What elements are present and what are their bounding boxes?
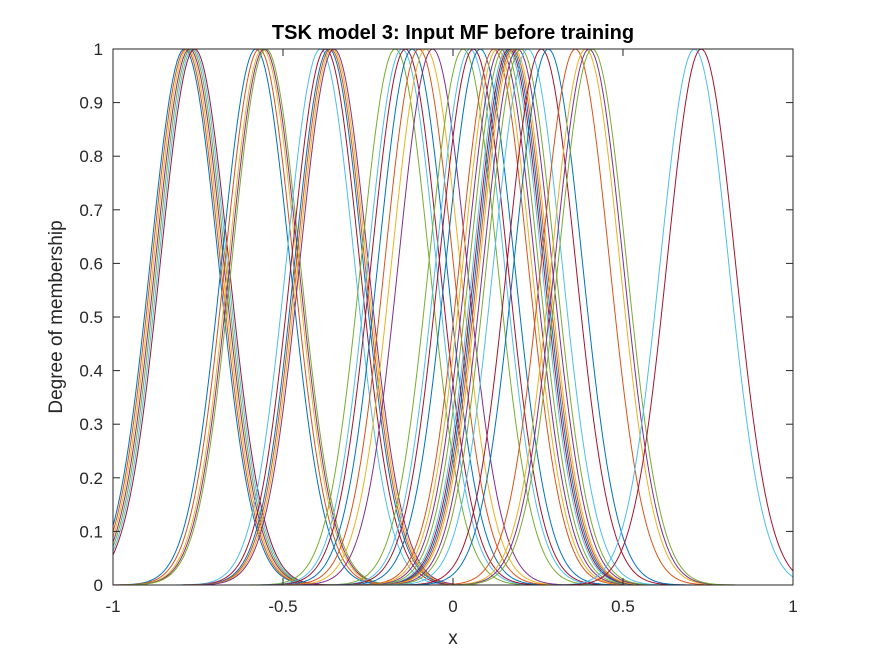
y-tick-label: 0 bbox=[94, 576, 103, 595]
y-axis-label: Degree of membership bbox=[46, 220, 67, 413]
y-tick-label: 0.5 bbox=[79, 308, 103, 327]
chart-title: TSK model 3: Input MF before training bbox=[272, 22, 634, 44]
x-axis-ticks: -1 -0.5 0 0.5 1 bbox=[105, 49, 798, 616]
y-tick-label: 0.8 bbox=[79, 147, 103, 166]
y-tick-label: 0.2 bbox=[79, 469, 103, 488]
x-tick-label: -0.5 bbox=[268, 597, 297, 616]
y-tick-label: 0.6 bbox=[79, 254, 103, 273]
y-tick-label: 1 bbox=[94, 40, 103, 59]
x-tick-label: 0.5 bbox=[611, 597, 635, 616]
y-tick-label: 0.7 bbox=[79, 201, 103, 220]
y-tick-label: 0.1 bbox=[79, 522, 103, 541]
y-tick-label: 0.4 bbox=[79, 362, 103, 381]
y-tick-label: 0.9 bbox=[79, 94, 103, 113]
x-axis-label: x bbox=[448, 628, 458, 649]
y-tick-label: 0.3 bbox=[79, 415, 103, 434]
x-tick-label: 0 bbox=[448, 597, 457, 616]
x-tick-label: 1 bbox=[788, 597, 797, 616]
x-tick-label: -1 bbox=[105, 597, 120, 616]
y-axis-ticks: 0 0.1 0.2 0.3 0.4 0.5 0.6 0.7 0.8 0.9 1 bbox=[79, 40, 793, 595]
plot-area bbox=[113, 49, 793, 585]
